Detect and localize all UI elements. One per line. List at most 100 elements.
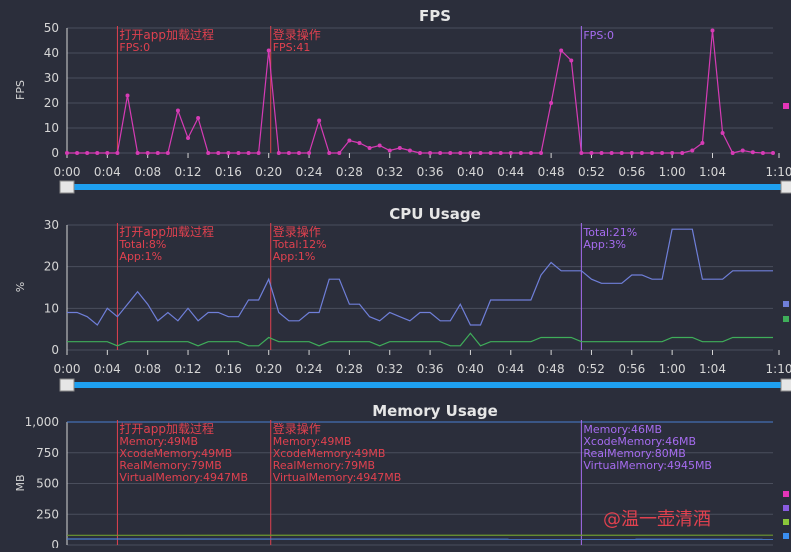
fps-data-point xyxy=(176,109,180,113)
cpu-annotation-text: App:1% xyxy=(273,250,316,263)
cpu-scroll-handle-right[interactable] xyxy=(781,379,791,391)
fps-series-line xyxy=(67,31,773,154)
fps-data-point xyxy=(670,151,674,155)
cpu-scrollbar[interactable] xyxy=(62,382,791,388)
fps-x-tick-label: 0:36 xyxy=(417,165,444,179)
fps-data-point xyxy=(317,119,321,123)
fps-x-tick-label: 0:48 xyxy=(538,165,565,179)
cpu-y-tick-label: 20 xyxy=(44,260,59,274)
fps-x-tick-label: 0:40 xyxy=(457,165,484,179)
fps-data-point xyxy=(499,151,503,155)
fps-annotation-text: 打开app加载过程 xyxy=(119,27,214,42)
fps-y-tick-label: 40 xyxy=(44,46,59,60)
fps-data-point xyxy=(287,151,291,155)
fps-data-point xyxy=(438,151,442,155)
fps-data-point xyxy=(267,49,271,53)
cpu-x-tick-label: 1:00 xyxy=(659,362,686,376)
fps-data-point xyxy=(529,151,533,155)
cpu-series-line xyxy=(67,333,773,346)
cpu-y-tick-label: 30 xyxy=(44,218,59,232)
fps-data-point xyxy=(479,151,483,155)
memory-y-tick-label: 250 xyxy=(36,507,59,521)
fps-data-point xyxy=(368,146,372,150)
memory-annotation-text: 打开app加载过程 xyxy=(119,421,214,436)
fps-scroll-handle-right[interactable] xyxy=(781,181,791,193)
fps-data-point xyxy=(337,151,341,155)
fps-data-point xyxy=(448,151,452,155)
cpu-annotation-text: App:1% xyxy=(119,250,162,263)
fps-data-point xyxy=(378,144,382,148)
fps-scroll-handle-left[interactable] xyxy=(60,181,74,193)
fps-data-point xyxy=(600,151,604,155)
fps-data-point xyxy=(186,136,190,140)
fps-data-point xyxy=(731,151,735,155)
fps-data-point xyxy=(247,151,251,155)
memory-y-tick-label: 750 xyxy=(36,446,59,460)
fps-data-point xyxy=(75,151,79,155)
fps-data-point xyxy=(620,151,624,155)
fps-x-tick-label: 0:56 xyxy=(618,165,645,179)
cpu-x-tick-label: 1:10 xyxy=(766,362,791,376)
fps-data-point xyxy=(236,151,240,155)
fps-data-point xyxy=(95,151,99,155)
fps-x-tick-label: 0:28 xyxy=(336,165,363,179)
memory-annotation-text: VirtualMemory:4947MB xyxy=(273,471,402,484)
fps-annotation-text: FPS:0 xyxy=(119,41,150,54)
fps-annotation-text: FPS:41 xyxy=(273,41,311,54)
fps-data-point xyxy=(509,151,513,155)
mem-legend-swatch-2 xyxy=(783,505,789,511)
memory-y-tick-label: 1,000 xyxy=(25,415,59,429)
fps-data-point xyxy=(156,151,160,155)
cpu-x-tick-label: 0:08 xyxy=(134,362,161,376)
fps-data-point xyxy=(650,151,654,155)
fps-data-point xyxy=(226,151,230,155)
fps-data-point xyxy=(539,151,543,155)
fps-data-point xyxy=(660,151,664,155)
fps-data-point xyxy=(105,151,109,155)
mem-legend-swatch-1 xyxy=(783,491,789,497)
fps-data-point xyxy=(126,94,130,98)
fps-data-point xyxy=(357,141,361,145)
fps-data-point xyxy=(206,151,210,155)
fps-data-point xyxy=(418,151,422,155)
cpu-x-tick-label: 0:56 xyxy=(618,362,645,376)
fps-legend-swatch xyxy=(783,103,789,109)
fps-data-point xyxy=(216,151,220,155)
fps-data-point xyxy=(307,151,311,155)
fps-data-point xyxy=(690,149,694,153)
watermark-text: @温一壶清酒 xyxy=(603,509,711,530)
fps-y-tick-label: 30 xyxy=(44,71,59,85)
mem-legend-swatch-3 xyxy=(783,519,789,525)
cpu-x-tick-label: 0:20 xyxy=(255,362,282,376)
fps-data-point xyxy=(257,151,261,155)
fps-data-point xyxy=(115,151,119,155)
memory-y-axis-label: MB xyxy=(14,474,27,491)
fps-data-point xyxy=(589,151,593,155)
cpu-annotation-text: App:3% xyxy=(583,238,626,251)
memory-annotation-text: VirtualMemory:4945MB xyxy=(583,459,712,472)
memory-y-tick-label: 500 xyxy=(36,477,59,491)
cpu-annotation-text: 打开app加载过程 xyxy=(119,224,214,239)
fps-data-point xyxy=(428,151,432,155)
fps-data-point xyxy=(408,149,412,153)
fps-chart-title: FPS xyxy=(419,7,451,25)
cpu-scroll-handle-left[interactable] xyxy=(60,379,74,391)
cpu-x-tick-label: 0:40 xyxy=(457,362,484,376)
cpu-x-tick-label: 0:28 xyxy=(336,362,363,376)
fps-scrollbar[interactable] xyxy=(62,184,791,190)
fps-y-tick-label: 10 xyxy=(44,121,59,135)
fps-data-point xyxy=(489,151,493,155)
fps-data-point xyxy=(347,139,351,143)
cpu-x-tick-label: 0:12 xyxy=(175,362,202,376)
fps-y-tick-label: 50 xyxy=(44,21,59,35)
fps-x-tick-label: 0:12 xyxy=(175,165,202,179)
cpu-x-tick-label: 0:52 xyxy=(578,362,605,376)
fps-data-point xyxy=(519,151,523,155)
fps-y-axis-label: FPS xyxy=(14,80,27,100)
cpu-x-tick-label: 0:32 xyxy=(376,362,403,376)
cpu-y-axis-label: % xyxy=(14,282,27,292)
fps-data-point xyxy=(166,151,170,155)
fps-data-point xyxy=(579,151,583,155)
